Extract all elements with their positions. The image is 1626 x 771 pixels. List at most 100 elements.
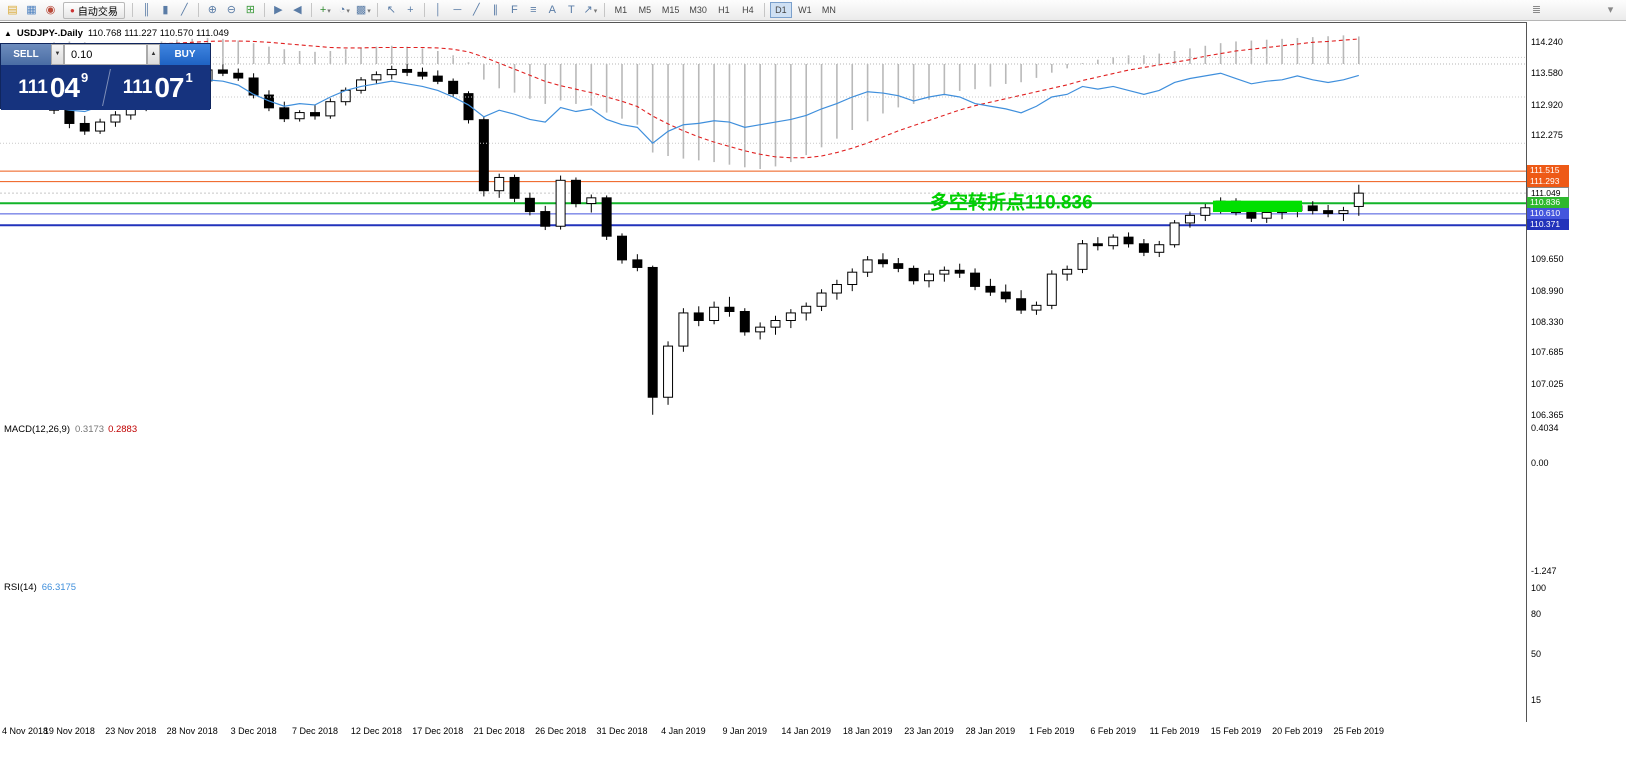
crosshair-icon[interactable]: + bbox=[407, 4, 414, 16]
line-chart-icon[interactable]: ╱ bbox=[181, 4, 188, 16]
price-tick: 113.580 bbox=[1531, 68, 1563, 79]
price-tick: 112.275 bbox=[1531, 130, 1563, 141]
time-axis[interactable]: 4 Nov 2018 19 Nov 2018 23 Nov 2018 28 Nov 2… bbox=[0, 724, 1626, 740]
date-label: 9 Jan 2019 bbox=[722, 726, 768, 736]
dropdown-caret-icon: ▾ bbox=[346, 8, 350, 15]
arrows-icon[interactable]: ↗▾ bbox=[583, 4, 598, 16]
price-tick: 50 bbox=[1531, 649, 1542, 659]
date-label: 18 Jan 2019 bbox=[842, 726, 893, 736]
main-chart[interactable]: 多空转折点110.836 bbox=[0, 22, 1526, 419]
price-tick: 114.240 bbox=[1531, 37, 1563, 47]
channel-icon[interactable]: ∥ bbox=[492, 4, 499, 16]
period-selector-button[interactable]: ◔▾ bbox=[338, 4, 350, 16]
price-tag: 110.836 bbox=[1527, 197, 1569, 209]
price-tag: 110.610 bbox=[1527, 207, 1569, 219]
new-order-icon[interactable]: ▤ bbox=[7, 4, 18, 16]
toolbar-separator bbox=[263, 3, 265, 17]
auto-scroll-icon[interactable]: ▶ bbox=[274, 4, 283, 16]
buy-price-button[interactable]: 111 07 1 bbox=[106, 65, 211, 110]
chart-ohlc-values: 110.768 111.227 110.570 111.049 bbox=[87, 28, 229, 39]
dropdown-caret-icon: ▾ bbox=[593, 8, 598, 15]
volume-increase-button[interactable]: ▲ bbox=[147, 44, 160, 65]
timeframe-d1[interactable]: D1 bbox=[769, 2, 792, 18]
date-label: 6 Feb 2019 bbox=[1090, 726, 1136, 736]
chart-profiles-icon[interactable]: ▦ bbox=[26, 4, 37, 16]
dropdown-caret-icon: ▾ bbox=[367, 8, 371, 15]
zoom-in-icon[interactable]: ⊕ bbox=[207, 4, 217, 16]
sell-button[interactable]: SELL bbox=[1, 44, 51, 65]
autotrading-label: 自动交易 bbox=[77, 6, 118, 18]
trendline-icon[interactable]: ╱ bbox=[473, 4, 480, 16]
timeframe-w1[interactable]: W1 bbox=[798, 5, 812, 15]
sell-price-button[interactable]: 111 04 9 bbox=[1, 65, 106, 110]
volume-decrease-button[interactable]: ▼ bbox=[51, 44, 64, 65]
date-label: 28 Nov 2018 bbox=[166, 726, 218, 736]
cursor-icon[interactable]: ↖ bbox=[386, 4, 396, 16]
date-label: 4 Jan 2019 bbox=[661, 726, 706, 736]
timeframe-m1[interactable]: M1 bbox=[614, 5, 628, 15]
date-label: 14 Jan 2019 bbox=[781, 726, 831, 736]
date-label: 12 Dec 2018 bbox=[350, 726, 402, 736]
sell-price-main: 111 bbox=[18, 76, 48, 98]
date-label: 19 Nov 2018 bbox=[43, 726, 95, 736]
chart-shift-icon[interactable]: ◀ bbox=[293, 4, 302, 16]
macd-main-value: 0.3173 bbox=[75, 424, 105, 435]
toolbar-separator bbox=[763, 3, 765, 17]
price-tick: 106.365 bbox=[1531, 409, 1564, 420]
vertical-line-icon[interactable]: │ bbox=[434, 4, 442, 16]
buy-button[interactable]: BUY bbox=[160, 44, 210, 65]
toolbar-separator bbox=[376, 3, 378, 17]
timeframe-mn[interactable]: MN bbox=[821, 5, 836, 15]
horizontal-line-icon[interactable]: ─ bbox=[453, 4, 462, 16]
price-tick: 80 bbox=[1531, 609, 1542, 620]
price-tick: 108.330 bbox=[1531, 316, 1564, 327]
date-label: 1 Feb 2019 bbox=[1029, 726, 1075, 736]
date-label: 11 Feb 2019 bbox=[1149, 726, 1200, 736]
bar-chart-icon[interactable]: ║ bbox=[142, 4, 151, 16]
timeframe-m5[interactable]: M5 bbox=[638, 5, 652, 15]
price-axis[interactable]: 114.240 113.580 112.920 112.275 109.650 108.9… bbox=[1526, 22, 1626, 722]
autotrading-button[interactable]: ● 自动交易 bbox=[63, 1, 125, 19]
timeframe-m15[interactable]: M15 bbox=[661, 5, 680, 15]
date-label: 15 Feb 2019 bbox=[1210, 726, 1262, 736]
buy-price-main: 111 bbox=[122, 76, 153, 98]
sell-price-sup: 9 bbox=[81, 70, 89, 85]
price-tag: 111.293 bbox=[1527, 175, 1569, 187]
toolbar-customize-icon[interactable]: ≣ bbox=[1531, 4, 1542, 16]
timeframe-m30[interactable]: M30 bbox=[689, 5, 707, 15]
toolbar-overflow-icon[interactable]: ▾ bbox=[1607, 4, 1614, 16]
price-tick: 112.920 bbox=[1531, 99, 1563, 110]
macd-signal-value: 0.2883 bbox=[108, 424, 138, 435]
add-indicator-button[interactable]: +▾ bbox=[319, 4, 331, 16]
date-label: 23 Jan 2019 bbox=[904, 726, 954, 736]
timeframe-h1[interactable]: H1 bbox=[718, 5, 730, 15]
one-click-toggle-icon[interactable]: ▲ bbox=[4, 28, 12, 38]
macd-name: MACD(12,26,9) bbox=[4, 424, 70, 435]
date-label: 7 Dec 2018 bbox=[291, 726, 339, 736]
toolbar: ▤ ▦ ◉ ● 自动交易 ║ ▮ ╱ ⊕ ⊖ ⊞ ▶ ◀ +▾ ◔▾ ▩▾ ↖ + │ ─ ╱ ∥ F ≡ A T ↗▾ M1 M5 M1… bbox=[0, 0, 1626, 21]
fibonacci-icon[interactable]: F bbox=[510, 4, 518, 16]
price-tag: 111.515 bbox=[1527, 165, 1569, 177]
candlestick-chart-icon[interactable]: ▮ bbox=[162, 4, 169, 16]
date-label: 4 Nov 2018 bbox=[2, 726, 49, 736]
shapes-icon[interactable]: ≡ bbox=[530, 4, 537, 16]
date-label: 3 Dec 2018 bbox=[230, 726, 277, 736]
zoom-out-icon[interactable]: ⊖ bbox=[226, 4, 236, 16]
volume-input[interactable] bbox=[64, 44, 147, 65]
rsi-name: RSI(14) bbox=[4, 582, 37, 593]
text-icon[interactable]: A bbox=[548, 4, 557, 16]
dropdown-caret-icon: ▾ bbox=[327, 8, 331, 15]
price-tick: 0.00 bbox=[1531, 458, 1549, 468]
price-tag: 110.371 bbox=[1527, 219, 1569, 231]
template-button[interactable]: ▩▾ bbox=[355, 4, 371, 16]
tile-windows-icon[interactable]: ⊞ bbox=[245, 4, 255, 16]
date-label: 28 Jan 2019 bbox=[965, 726, 1016, 736]
timeframe-h4[interactable]: H4 bbox=[742, 5, 754, 15]
chart-symbol-timeframe: USDJPY-.Daily bbox=[16, 28, 83, 39]
price-tick: 0.4034 bbox=[1531, 422, 1559, 433]
rsi-panel[interactable] bbox=[0, 22, 1526, 165]
date-label: 21 Dec 2018 bbox=[473, 726, 525, 736]
label-icon[interactable]: T bbox=[567, 4, 575, 16]
chart-title: ▲ USDJPY-.Daily 110.768 111.227 110.570 … bbox=[4, 28, 229, 39]
community-icon[interactable]: ◉ bbox=[45, 4, 56, 16]
